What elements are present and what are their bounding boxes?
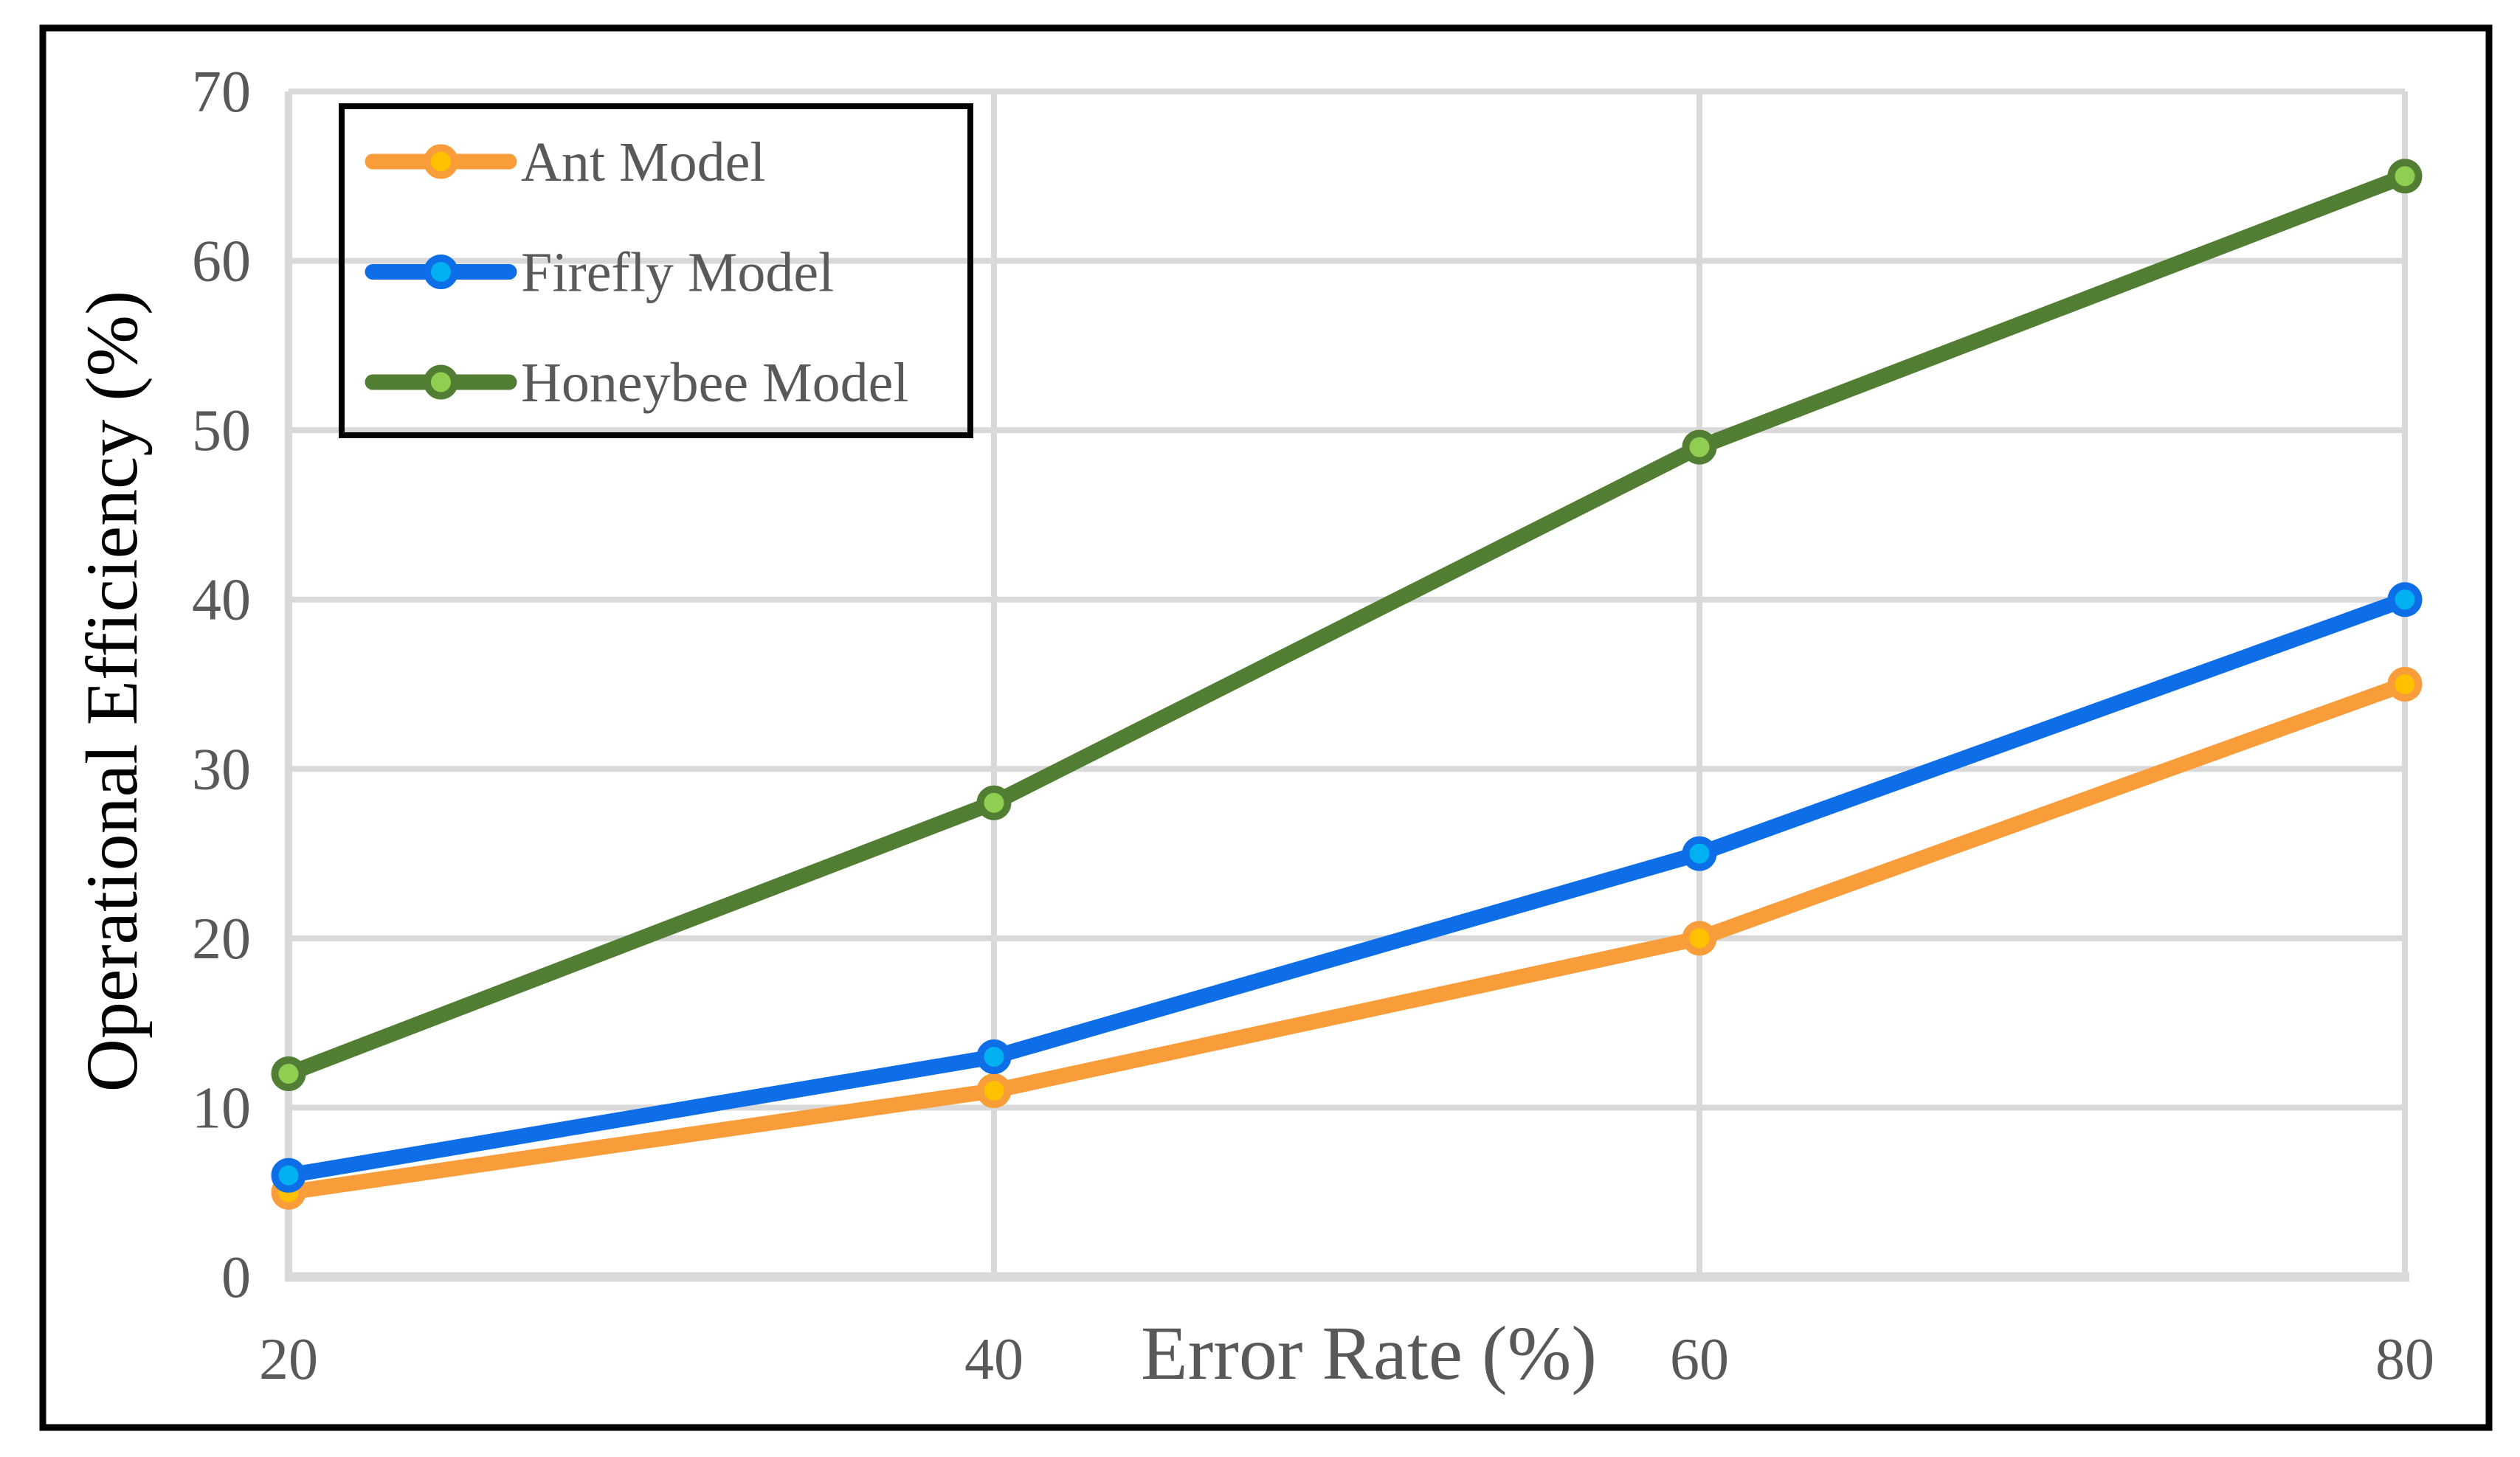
legend-marker-honeybee-model xyxy=(424,364,458,400)
data-point-firefly-model-x80 xyxy=(2387,582,2423,617)
series-ant-model xyxy=(271,667,2423,1210)
data-point-ant-model-x60 xyxy=(1682,921,1717,956)
series-line-ant-model xyxy=(280,676,2413,1200)
legend-marker-ant-model xyxy=(424,144,458,179)
y-tick-label-10: 10 xyxy=(192,1076,251,1141)
series-line-honeybee-model xyxy=(280,168,2413,1082)
y-tick-label-0: 0 xyxy=(221,1245,251,1310)
y-tick-label-60: 60 xyxy=(192,229,251,294)
series-firefly-model xyxy=(271,582,2423,1193)
data-point-honeybee-model-x40 xyxy=(976,785,1012,820)
data-point-firefly-model-x20 xyxy=(271,1157,306,1193)
figure-border xyxy=(39,24,2493,1431)
legend-label-honeybee-model: Honeybee Model xyxy=(521,352,909,414)
x-tick-label-40: 40 xyxy=(964,1327,1023,1392)
data-point-honeybee-model-x80 xyxy=(2387,159,2423,194)
legend-item-ant-model: Ant Model xyxy=(365,131,765,193)
plot-series xyxy=(271,159,2423,1210)
x-axis-title: Error Rate (%) xyxy=(1141,1311,1597,1396)
series-honeybee-model xyxy=(271,159,2423,1092)
y-tick-label-50: 50 xyxy=(192,398,251,463)
y-tick-label-30: 30 xyxy=(192,737,251,802)
tick-labels: 0 10 20 30 40 50 60 70 20 40 60 80 xyxy=(192,60,2434,1392)
legend-item-firefly-model: Firefly Model xyxy=(365,242,834,304)
legend-border xyxy=(339,103,973,438)
x-tick-label-80: 80 xyxy=(2375,1327,2434,1392)
legend-label-ant-model: Ant Model xyxy=(521,131,765,193)
y-axis-title: Operational Efficiency (%) xyxy=(71,291,153,1093)
y-tick-label-20: 20 xyxy=(192,907,251,972)
y-tick-label-40: 40 xyxy=(192,568,251,633)
legend: Ant Model Firefly Model Honeybee Model xyxy=(339,103,973,438)
data-point-ant-model-x40 xyxy=(976,1073,1012,1108)
x-tick-label-20: 20 xyxy=(259,1327,318,1392)
gridlines xyxy=(289,89,2408,1277)
data-point-firefly-model-x60 xyxy=(1682,836,1717,871)
legend-items: Ant Model Firefly Model Honeybee Model xyxy=(365,131,909,414)
legend-label-firefly-model: Firefly Model xyxy=(521,242,834,304)
series-line-firefly-model xyxy=(280,592,2413,1183)
data-point-honeybee-model-x20 xyxy=(271,1056,306,1092)
legend-item-honeybee-model: Honeybee Model xyxy=(365,352,909,414)
x-tick-label-60: 60 xyxy=(1670,1327,1729,1392)
data-point-honeybee-model-x60 xyxy=(1682,429,1717,465)
data-point-ant-model-x80 xyxy=(2387,667,2423,702)
legend-marker-firefly-model xyxy=(424,255,458,289)
y-tick-label-70: 70 xyxy=(192,60,251,125)
data-point-firefly-model-x40 xyxy=(976,1039,1012,1075)
